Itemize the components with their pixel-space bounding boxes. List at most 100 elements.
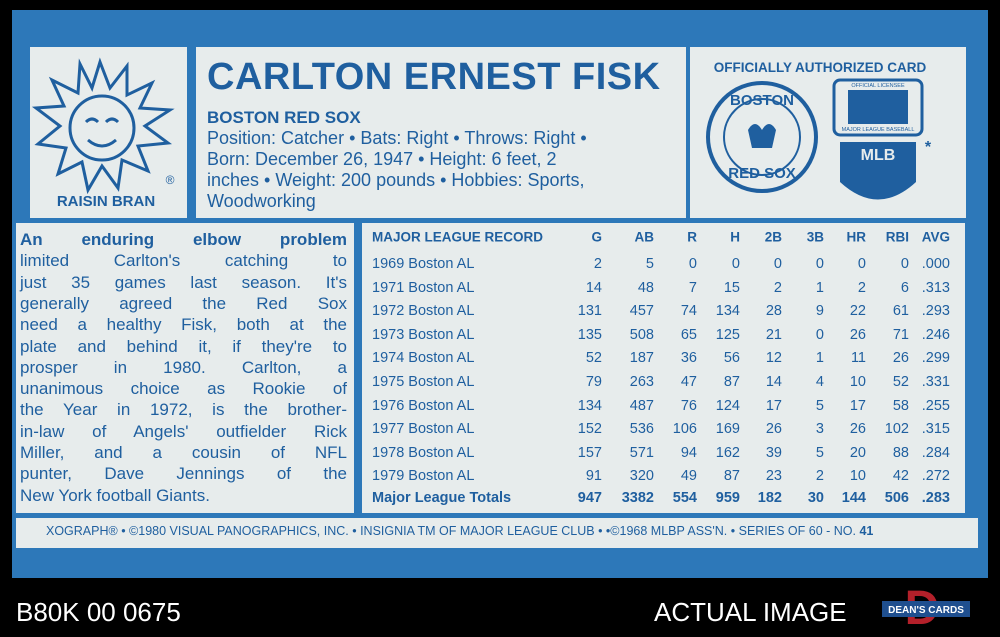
stat-row-cell: 320 <box>629 468 654 485</box>
stat-row-cell: 10 <box>849 468 866 485</box>
registered: ® <box>166 173 175 187</box>
stat-row-cell: 124 <box>715 397 740 414</box>
cert-number: B80K 00 0675 <box>16 597 181 627</box>
story-line: punter, Dave Jennings of the <box>20 464 347 484</box>
stat-row-cell: 2 <box>815 468 824 485</box>
name-panel <box>196 47 686 218</box>
stat-row-cell: 5 <box>815 397 824 414</box>
stat-row-cell: 536 <box>629 421 654 438</box>
licensee-top: OFFICIAL LICENSEE <box>851 83 905 89</box>
stat-row-label: 1973 Boston AL <box>372 326 475 343</box>
stat-row-cell: 21 <box>765 326 782 343</box>
stat-row-cell: 17 <box>849 397 866 414</box>
card-number: 41 <box>859 524 874 538</box>
story-line: the Year in 1972, is the brother- <box>20 400 347 420</box>
column-header-cell: AB <box>634 229 655 245</box>
stat-row-cell: 23 <box>765 468 782 485</box>
stat-row-cell: 20 <box>849 444 866 461</box>
stat-row-cell: 263 <box>629 374 654 390</box>
team-logo-socks <box>748 124 776 148</box>
column-header-cell: 3B <box>806 229 824 245</box>
stat-row-cell: 87 <box>723 374 740 390</box>
stats-panel <box>362 223 965 513</box>
stat-row-cell: 88 <box>892 444 909 461</box>
stat-row-cell: 0 <box>731 256 740 272</box>
story-line: prosper in 1980. Carlton, a <box>20 357 347 377</box>
stat-row-cell: 187 <box>629 350 654 367</box>
mlb-shield <box>840 142 916 200</box>
bio-line: inches • Weight: 200 pounds • Hobbies: S… <box>207 170 585 190</box>
story-line: in-law of Angels' outfielder Rick <box>20 421 347 441</box>
stat-row-cell: 22 <box>849 303 866 320</box>
stat-row-cell: 0 <box>815 256 824 272</box>
stat-row-cell: 61 <box>892 303 909 320</box>
stat-row-cell: 487 <box>629 397 654 414</box>
stat-row-cell: 14 <box>585 279 602 296</box>
stat-row-cell: 74 <box>680 303 697 320</box>
card <box>12 10 988 578</box>
bio-line: Woodworking <box>207 191 316 211</box>
stat-row-cell: 48 <box>637 279 654 296</box>
stat-row-cell: 457 <box>629 303 654 320</box>
stat-row-cell: 14 <box>765 374 782 390</box>
footer-panel <box>16 518 978 548</box>
stat-row-cell: 131 <box>577 303 602 320</box>
stat-row-label: 1971 Boston AL <box>372 279 475 296</box>
column-header-label: MAJOR LEAGUE RECORD <box>372 229 544 245</box>
stat-row-cell: 36 <box>680 350 697 367</box>
totals-cell: 30 <box>807 490 824 506</box>
dealer-banner <box>882 601 970 617</box>
brand: RAISIN BRAN <box>57 193 155 210</box>
stat-row-cell: .255 <box>921 397 950 414</box>
stat-row-cell: 0 <box>815 326 824 343</box>
stat-row-cell: 2 <box>773 279 782 296</box>
image-caption: ACTUAL IMAGE <box>654 597 847 627</box>
stat-row-cell: 58 <box>892 397 909 414</box>
stat-row-cell: 47 <box>680 374 697 390</box>
stat-row-cell: 0 <box>773 256 782 272</box>
stat-row-cell: 52 <box>585 350 602 367</box>
stat-row-cell: 91 <box>585 468 602 485</box>
totals-cell: 3382 <box>621 490 654 506</box>
story-line: Miller, and a cousin of NFL <box>20 443 347 462</box>
totals-cell: 554 <box>672 490 697 506</box>
stat-row-cell: 11 <box>850 350 866 367</box>
bio-line: Born: December 26, 1947 • Height: 6 feet… <box>207 149 557 169</box>
stat-row-cell: .246 <box>921 326 950 343</box>
stat-row-cell: 0 <box>857 256 866 272</box>
stat-row-cell: 152 <box>577 421 602 438</box>
stat-row-cell: .315 <box>921 421 950 438</box>
totals-cell: 506 <box>884 490 909 506</box>
team-name: BOSTON RED SOX <box>207 108 361 127</box>
totals-cell: 947 <box>577 490 602 506</box>
stat-row-cell: .000 <box>921 256 950 272</box>
column-header-cell: H <box>730 229 740 245</box>
stat-row-cell: .293 <box>921 303 950 320</box>
stat-row-cell: 5 <box>815 444 824 461</box>
stat-row-cell: .272 <box>921 468 950 485</box>
stat-row-cell: 125 <box>715 326 740 343</box>
story-line: New York football Giants. <box>20 485 210 505</box>
stat-row-cell: 26 <box>765 421 782 438</box>
stat-row-cell: 87 <box>723 468 740 485</box>
stat-row-cell: 134 <box>715 303 740 320</box>
stat-row-cell: .284 <box>921 444 950 461</box>
badge-caption: OFFICIALLY AUTHORIZED CARD <box>714 60 927 75</box>
team-logo-top: BOSTON <box>730 92 794 109</box>
story-line: unanimous choice as Rookie of <box>20 379 347 399</box>
stat-row-cell: 26 <box>849 421 866 438</box>
totals-label: Major League Totals <box>372 490 512 506</box>
stat-row-label: 1977 Boston AL <box>372 421 475 438</box>
sun-face <box>68 94 136 162</box>
dealer-name: DEAN'S CARDS <box>888 605 964 616</box>
stat-row-cell: .299 <box>921 350 950 367</box>
stat-row-label: 1975 Boston AL <box>372 374 475 390</box>
stat-row-cell: 6 <box>900 279 909 296</box>
column-header-cell: G <box>591 229 602 245</box>
story-line: just 35 games last season. It's <box>20 272 347 292</box>
stat-row-cell: 2 <box>593 256 602 272</box>
stat-row-cell: .331 <box>921 374 950 390</box>
totals-cell: 182 <box>757 490 782 506</box>
story-line: need a healthy Fisk, both at the <box>20 315 347 335</box>
